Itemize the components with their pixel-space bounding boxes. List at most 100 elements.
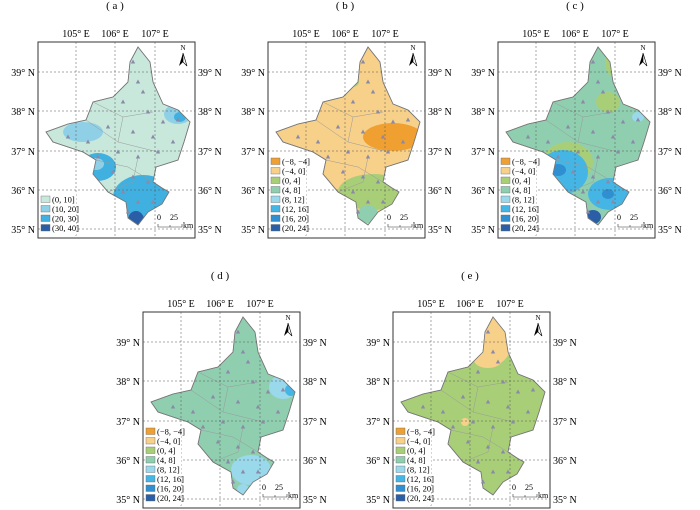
station-marker: [230, 479, 236, 484]
lat-tick-label: 37° N: [11, 147, 35, 158]
legend-swatch: [145, 465, 156, 473]
legend-label: (8, 12]: [282, 195, 305, 205]
lat-tick-label: 35° N: [366, 495, 390, 506]
station-marker: [380, 199, 386, 204]
legend-swatch: [500, 176, 511, 184]
lon-tick-label: 106° E: [456, 299, 484, 310]
station-marker: [485, 329, 491, 334]
station-marker: [365, 79, 371, 84]
station-marker: [120, 99, 126, 104]
station-marker: [620, 119, 626, 124]
station-marker: [505, 404, 511, 409]
station-marker: [240, 469, 246, 474]
station-marker: [420, 404, 426, 409]
station-marker: [525, 409, 531, 414]
station-marker: [605, 179, 611, 184]
legend-swatch: [395, 494, 406, 502]
station-marker: [480, 479, 486, 484]
lat-tick-label: 35° N: [553, 495, 577, 506]
legend-swatch: [395, 427, 406, 435]
svg-text:25: 25: [525, 483, 533, 492]
legend-swatch: [395, 484, 406, 492]
station-marker: [600, 89, 606, 94]
legend-label: (−8, −4]: [512, 157, 540, 167]
legend-label: (20, 24]: [157, 493, 184, 503]
lat-tick-label: 39° N: [471, 68, 495, 79]
legend-label: (−8, −4]: [407, 427, 435, 437]
legend-label: (16, 20]: [157, 484, 184, 494]
station-marker: [130, 174, 136, 179]
svg-text:0: 0: [512, 483, 516, 492]
station-marker: [615, 149, 621, 154]
lat-tick-label: 37° N: [198, 147, 222, 158]
legend-label: (4, 8]: [407, 455, 426, 465]
station-marker: [590, 59, 596, 64]
lat-tick-label: 37° N: [303, 417, 327, 428]
station-marker: [515, 389, 521, 394]
legend: (−8, −4](−4, 0](0, 4](4, 8](8, 12](12, 1…: [395, 426, 435, 505]
lat-tick-label: 38° N: [366, 377, 390, 388]
lat-tick-label: 35° N: [198, 225, 222, 236]
lon-tick-label: 107° E: [496, 299, 524, 310]
svg-text:km: km: [413, 221, 424, 230]
lat-tick-label: 36° N: [471, 186, 495, 197]
lon-tick-label: 105° E: [167, 299, 195, 310]
legend-label: (12, 16]: [512, 204, 539, 214]
legend-swatch: [145, 475, 156, 483]
station-marker: [595, 154, 601, 159]
legend-swatch: [395, 456, 406, 464]
lat-tick-label: 39° N: [303, 338, 327, 349]
panel-label: ( b ): [335, 0, 355, 12]
lat-tick-label: 37° N: [366, 417, 390, 428]
station-marker: [115, 149, 121, 154]
lon-tick-label: 106° E: [101, 29, 129, 40]
legend-label: (16, 20]: [512, 214, 539, 224]
station-marker: [235, 444, 241, 449]
legend-swatch: [145, 456, 156, 464]
lat-tick-label: 37° N: [553, 417, 577, 428]
lat-tick-label: 39° N: [11, 68, 35, 79]
lat-tick-label: 35° N: [658, 225, 682, 236]
station-marker: [345, 149, 351, 154]
value-zone: [363, 123, 420, 151]
legend-label: (−8, −4]: [282, 157, 310, 167]
legend-swatch: [270, 167, 281, 175]
lat-tick-label: 39° N: [241, 68, 265, 79]
lat-tick-label: 39° N: [366, 338, 390, 349]
lon-tick-label: 105° E: [417, 299, 445, 310]
legend: (−8, −4](−4, 0](0, 4](4, 8](8, 12](12, 1…: [145, 426, 185, 505]
lon-tick-label: 105° E: [292, 29, 320, 40]
lat-tick-label: 35° N: [471, 225, 495, 236]
value-zone: [602, 189, 614, 199]
lat-tick-label: 36° N: [11, 186, 35, 197]
station-marker: [175, 117, 181, 122]
station-marker: [475, 459, 481, 464]
station-marker: [370, 89, 376, 94]
lat-tick-label: 35° N: [11, 225, 35, 236]
lat-tick-label: 38° N: [116, 377, 140, 388]
station-marker: [120, 189, 126, 194]
svg-text:0: 0: [617, 213, 621, 222]
svg-text:25: 25: [170, 213, 178, 222]
lat-tick-label: 37° N: [116, 417, 140, 428]
station-marker: [130, 129, 136, 134]
lon-tick-label: 105° E: [522, 29, 550, 40]
legend-label: (12, 16]: [282, 204, 309, 214]
station-marker: [170, 404, 176, 409]
legend-label: (20, 24]: [512, 223, 539, 233]
lat-tick-label: 35° N: [303, 495, 327, 506]
lon-tick-label: 106° E: [331, 29, 359, 40]
station-marker: [575, 149, 581, 154]
station-marker: [490, 349, 496, 354]
station-marker: [595, 79, 601, 84]
legend-label: (20, 24]: [282, 223, 309, 233]
station-marker: [145, 179, 151, 184]
scale-bar: 0 25 km: [157, 213, 194, 230]
legend-swatch: [270, 214, 281, 222]
legend-label: (0, 4]: [282, 176, 301, 186]
station-marker: [545, 139, 551, 144]
